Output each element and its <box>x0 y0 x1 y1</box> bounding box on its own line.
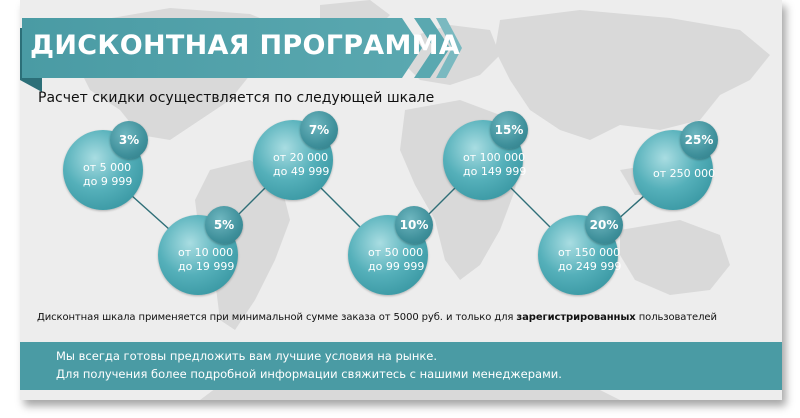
title-ribbon <box>22 18 462 78</box>
tier-range-from: от 5 000 <box>83 161 132 174</box>
tier-range-to: до 249 999 <box>558 260 622 273</box>
tier-range-from: от 10 000 <box>178 246 234 259</box>
tier-percent-badge: 10% <box>395 206 433 244</box>
tier-range-from: от 50 000 <box>368 246 424 259</box>
discount-note: Дисконтная шкала применяется при минимал… <box>37 312 717 323</box>
tier-range: от 250 000 <box>653 167 715 181</box>
note-text: Дисконтная шкала применяется при минимал… <box>37 312 517 323</box>
tier-percent-badge: 3% <box>110 121 148 159</box>
tier-range-to: до 9 999 <box>83 175 133 188</box>
tier-range-from: от 150 000 <box>558 246 621 259</box>
tier-range: от 150 000 до 249 999 <box>558 246 621 274</box>
tier-percent-badge: 15% <box>490 111 528 149</box>
tier-range-to: до 49 999 <box>273 165 330 178</box>
tier-percent-badge: 5% <box>205 206 243 244</box>
tier-range: от 100 000 до 149 999 <box>463 151 526 179</box>
tier-range-to: до 149 999 <box>463 165 527 178</box>
info-banner: Мы всегда готовы предложить вам лучшие у… <box>20 342 782 390</box>
tier-percent-badge: 20% <box>585 206 623 244</box>
note-tail: пользователей <box>635 312 717 323</box>
tier-percent-badge: 25% <box>680 121 718 159</box>
tier-range-from: от 20 000 <box>273 151 329 164</box>
tier-range: от 5 000 до 9 999 <box>83 161 132 189</box>
tier-range: от 50 000 до 99 999 <box>368 246 424 274</box>
tier-range: от 10 000 до 19 999 <box>178 246 234 274</box>
tier-range-from: от 100 000 <box>463 151 526 164</box>
tier-range-to: до 99 999 <box>368 260 425 273</box>
subtitle: Расчет скидки осуществляется по следующе… <box>38 90 435 106</box>
page-title: ДИСКОНТНАЯ ПРОГРАММА <box>30 30 461 61</box>
tier-percent-badge: 7% <box>300 111 338 149</box>
tier-range: от 20 000 до 49 999 <box>273 151 329 179</box>
note-bold: зарегистрированных <box>516 312 636 323</box>
banner-line-1: Мы всегда готовы предложить вам лучшие у… <box>56 349 438 363</box>
banner-line-2: Для получения более подробной информации… <box>56 367 562 381</box>
tier-range-to: до 19 999 <box>178 260 235 273</box>
tier-range-from: от 250 000 <box>653 167 716 180</box>
